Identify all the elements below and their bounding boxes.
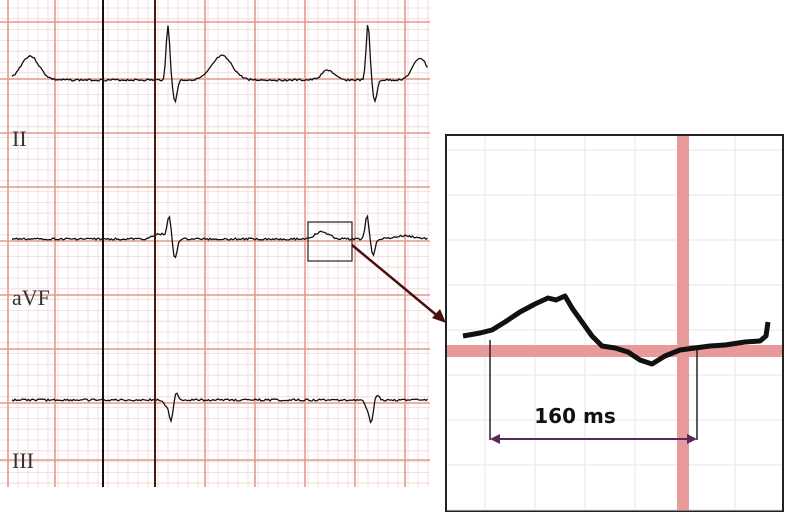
ecg-trace <box>11 214 428 259</box>
inset: 160 ms <box>445 134 784 512</box>
interval-arrowhead <box>687 434 697 444</box>
inset-frame <box>445 134 784 512</box>
lead-label: aVF <box>12 285 50 310</box>
ecg-trace <box>11 25 429 104</box>
inset-trace <box>462 293 771 367</box>
zoom-box <box>307 221 353 262</box>
lead-label: III <box>12 448 34 473</box>
ecg-traces <box>11 25 429 424</box>
interval-arrowhead <box>490 434 500 444</box>
zoom-arrow <box>351 244 441 319</box>
ecg-grid <box>0 0 430 487</box>
ecg-trace <box>11 392 428 424</box>
inset-grid <box>447 136 782 511</box>
lead-label: II <box>12 126 27 151</box>
zoom-arrowhead <box>432 309 446 323</box>
inset-grid-major <box>677 136 689 510</box>
interval-label: 160 ms <box>534 404 615 428</box>
